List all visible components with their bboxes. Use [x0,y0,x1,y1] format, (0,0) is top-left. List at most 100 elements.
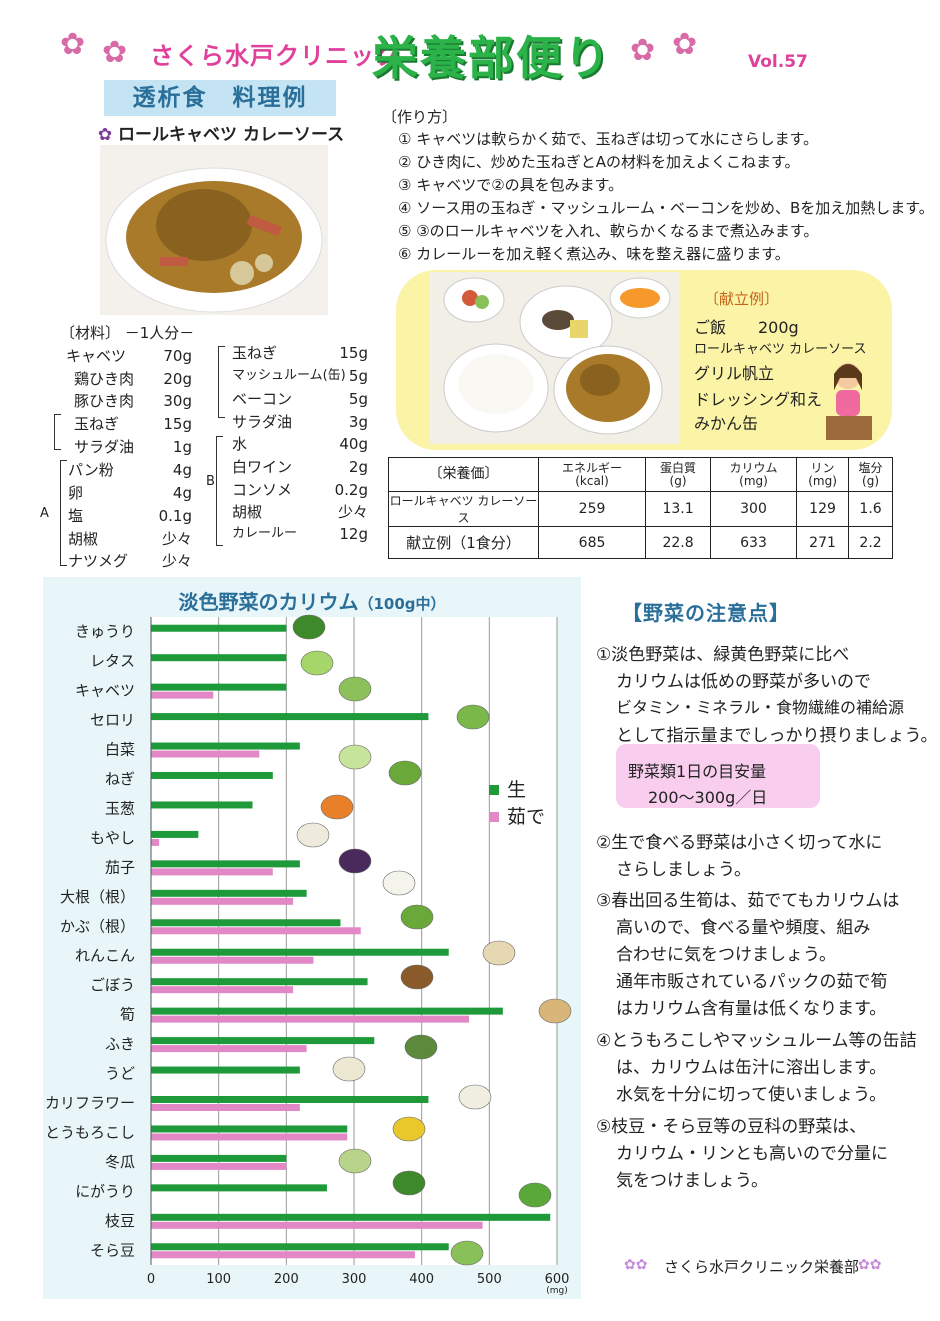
bar-raw [151,654,287,662]
onion-icon [320,794,354,820]
material-amount: 1g [172,438,192,456]
bar-raw [151,1154,287,1162]
flower-icon: ✿ [630,33,656,68]
bean-sprout-icon [296,822,330,848]
x-axis-unit: (mg) [546,1286,568,1296]
legend-swatch [489,785,499,795]
note-line: 通年市販されているパックの茹で筍 [616,972,888,992]
bar-raw [151,1007,503,1015]
eggplant-icon [338,848,372,874]
table-header-text: 蛋白質 (g) [660,460,697,488]
bar-raw [151,948,449,956]
legend-label: 茹で [507,806,545,828]
note-line: 合わせに気をつけましょう。 [616,945,836,965]
material-name: 豚ひき肉 [74,392,135,410]
leek-icon [388,760,422,786]
material-name: カレールー [232,526,298,541]
bar-raw [151,889,307,897]
category-label: とうもろこし [45,1123,135,1141]
note-line: ①淡色野菜は、緑黄色野菜に比べ [596,645,850,665]
cucumber-icon [292,614,326,640]
material-amount: 4g [172,461,192,479]
category-label: 大根（根） [60,888,135,906]
bracket [218,346,225,418]
bar-boiled [151,1104,300,1111]
bracket [216,436,223,546]
bar-raw [151,1125,348,1133]
note-line: ④とうもろこしやマッシュルーム等の缶詰 [596,1031,917,1051]
menu-heading: 〔献立例〕 [704,290,780,308]
table-header-text: リン (mg) [808,460,837,488]
newsletter-title: 栄養部便り [372,31,612,85]
legend-label: 生 [507,779,526,801]
daily-guide-label: 野菜類1日の目安量 [628,762,767,781]
dish-name-text: ロールキャベツ カレーソース [118,125,345,145]
bracket [54,414,61,450]
chinese-cabbage-icon [338,744,372,770]
bar-raw [151,1213,551,1221]
bar-raw [151,978,368,986]
table-header-text: エネルギー (kcal) [562,460,623,488]
flower-icon: ✿✿ [624,1257,648,1273]
method-step: ③ キャベツで②の具を包みます。 [398,176,624,194]
x-tick-label: 400 [409,1272,434,1287]
method-step: ① キャベツは軟らかく茹で、玉ねぎは切って水にさらします。 [398,130,819,148]
material-amount: 2g [348,458,368,476]
material-name: マッシュルーム(缶) [232,368,346,383]
bar-boiled [151,1015,470,1023]
bar-raw [151,1243,449,1251]
section-title: 透析食 料理例 [104,80,336,116]
bar-boiled [151,691,214,699]
note-line: 気をつけましょう。 [616,1171,768,1191]
bar-raw [151,713,429,721]
material-amount: 5g [348,390,368,408]
category-label: 白菜 [105,741,135,759]
category-label: ふき [105,1035,135,1053]
potassium-chart: 0 100 200 300 400 500 600(mg) きゅうりレタスキャベツセロリ白菜ね… [45,614,572,1296]
category-label: セロリ [90,711,135,729]
menu-item: みかん缶 [694,414,759,433]
table-header: エネルギー (kcal) [537,457,647,492]
material-name: 胡椒 [68,530,99,548]
table-header: リン (mg) [796,457,850,492]
material-name: 玉ねぎ [74,415,120,433]
material-amount: 4g [172,484,192,502]
material-name: パン粉 [68,461,114,479]
note-line: は、カリウムは缶汁に溶出します。 [616,1058,887,1078]
flower-icon: ✿ [97,125,113,145]
bar-boiled [151,1045,307,1053]
table-cell: 300 [710,491,798,527]
note-line: ⑤枝豆・そら豆等の豆科の野菜は、 [596,1117,867,1137]
table-header: 〔栄養価〕 [388,457,539,492]
table-cell: 271 [796,526,850,559]
daily-guide-value: 200～300g／日 [648,788,768,807]
note-line: カリウムは低めの野菜が多いので [616,672,871,692]
material-amount: 15g [163,415,192,433]
table-cell: 1.6 [848,491,893,527]
category-label: 茄子 [105,858,135,876]
note-line: カリウム・リンとも高いので分量に [616,1144,888,1164]
menu-item: ご飯 200g [694,318,799,337]
notes-title: 【野菜の注意点】 [622,601,790,625]
bar-boiled [151,897,294,905]
method-step: ② ひき肉に、炒めた玉ねぎとAの材料を加えよくこねます。 [398,153,800,171]
material-name: サラダ油 [232,413,293,431]
bar-raw [151,1066,300,1074]
bar-raw [151,1096,429,1103]
table-header-text: カリウム (mg) [729,460,778,488]
note-line: として指示量までしっかり摂りましょう。 [616,726,938,746]
material-name: 鶏ひき肉 [74,370,135,388]
note-line: ②生で食べる野菜は小さく切って水に [596,833,883,853]
material-name: 塩 [68,507,84,525]
category-label: キャベツ [75,682,135,700]
nutrition-table: 〔栄養価〕 エネルギー (kcal) 蛋白質 (g) カリウム (mg) リン (mg)… [388,457,893,559]
note-line: ③春出回る生筍は、茹でてもカリウムは [596,891,900,911]
material-amount: 5g [348,367,368,385]
material-name: コンソメ [232,481,293,499]
note-line: さらしましょう。 [616,860,751,880]
table-cell: 685 [537,526,647,559]
material-name: 胡椒 [232,503,263,521]
table-cell: 259 [537,491,647,527]
bar-boiled [151,986,294,994]
corn-icon [392,1116,426,1142]
